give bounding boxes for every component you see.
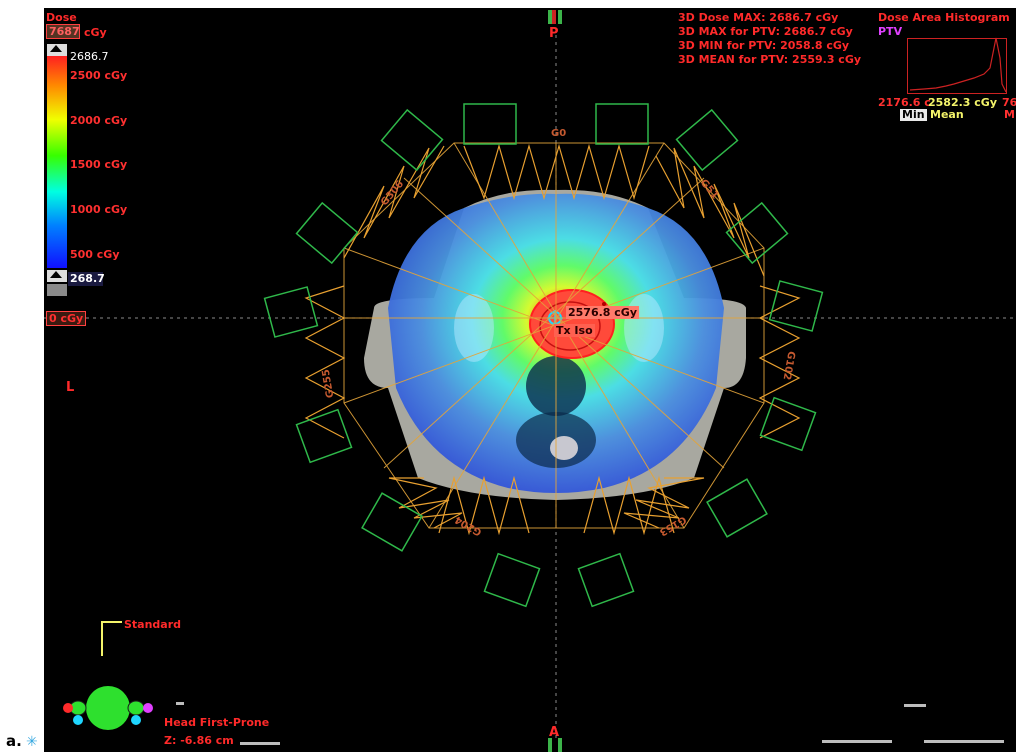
dose-entry-unit: cGy	[84, 26, 107, 39]
dose-view-viewport[interactable]: Dose 7687 cGy 2686.7 2500 cGy 2000 cGy 1…	[44, 8, 1016, 752]
isocenter-label: Tx Iso	[554, 324, 595, 337]
colorbar-tick-1500: 1500 cGy	[70, 158, 128, 171]
histogram-title: Dose Area Histogram	[878, 11, 1010, 24]
stat-dose-max: 3D Dose MAX: 2686.7 cGy	[678, 11, 839, 24]
colorbar-min-value[interactable]: 268.7	[68, 272, 105, 286]
view-label: Standard	[124, 618, 182, 631]
colorbar-min-arrow-icon	[50, 271, 62, 278]
dose-title: Dose	[46, 11, 77, 24]
dose-colorbar	[47, 56, 67, 268]
stat-ptv-max: 3D MAX for PTV: 2686.7 cGy	[678, 25, 853, 38]
top-marker-right	[558, 10, 562, 24]
histogram-mean-value: 2582.3 cGy	[928, 96, 997, 109]
histogram-max-value: 76	[1002, 96, 1016, 109]
colorbar-tick-2000: 2000 cGy	[70, 114, 128, 127]
bottom-marker-right	[558, 738, 562, 752]
orientation-bottom: A	[549, 725, 560, 740]
colorbar-bottom-block	[47, 284, 67, 296]
colorbar-tick-2500: 2500 cGy	[70, 69, 128, 82]
stat-ptv-min: 3D MIN for PTV: 2058.8 cGy	[678, 39, 850, 52]
beam-label-g0: G0	[551, 128, 567, 139]
colorbar-max-arrow-icon	[50, 45, 62, 52]
histogram-plot	[907, 38, 1007, 94]
colorbar-tick-500: 500 cGy	[70, 248, 120, 261]
histogram-max-label: M	[1004, 108, 1015, 121]
axial-dose-slice	[44, 28, 1016, 745]
crosshair-dose-label: 0 cGy	[46, 311, 87, 326]
stat-ptv-mean: 3D MEAN for PTV: 2559.3 cGy	[678, 53, 862, 66]
top-marker-center	[552, 10, 556, 24]
orientation-left: L	[66, 380, 75, 395]
top-marker-left	[548, 10, 552, 24]
point-dose-label: 2576.8 cGy	[566, 306, 639, 319]
histogram-min-label: Min	[900, 108, 927, 121]
slice-position: Z: -6.86 cm	[164, 734, 234, 747]
histogram-structure: PTV	[878, 25, 903, 38]
figure-label: a.	[6, 732, 22, 750]
orientation-top: P	[549, 26, 559, 41]
bottom-marker-left	[548, 738, 552, 752]
dose-entry-field[interactable]: 7687	[46, 24, 80, 39]
histogram-mean-label: Mean	[930, 108, 964, 121]
patient-position: Head First-Prone	[164, 716, 270, 729]
colorbar-tick-1000: 1000 cGy	[70, 203, 128, 216]
colorbar-max-value: 2686.7	[70, 50, 109, 63]
snowflake-icon: ✳	[26, 734, 38, 750]
histogram-min-value: 2176.6 c	[878, 96, 931, 109]
